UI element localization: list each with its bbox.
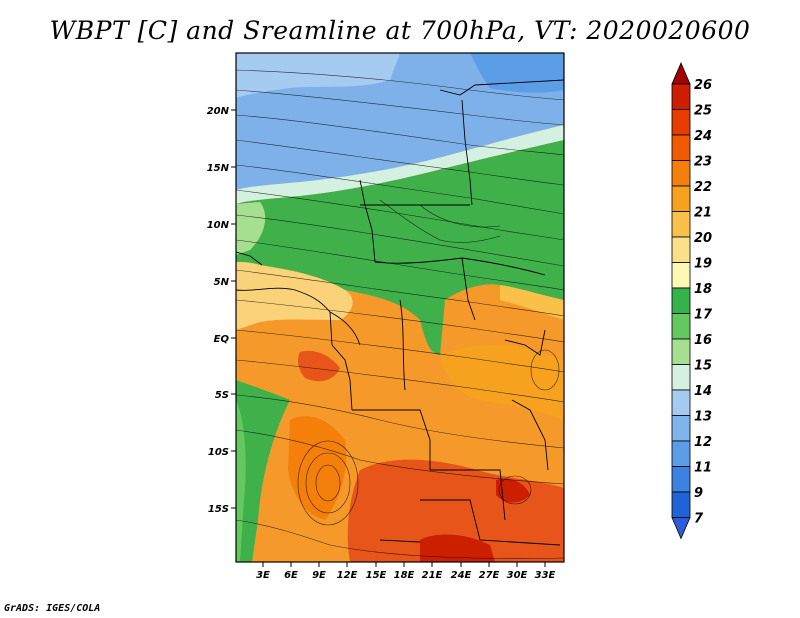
- colorbar-segment: [671, 160, 691, 187]
- colorbar-level-label: 12: [694, 435, 712, 450]
- lon-label: 27E: [479, 570, 500, 581]
- colorbar-level-label: 7: [694, 512, 704, 527]
- colorbar-segment: [671, 415, 691, 442]
- lat-label: 5N: [214, 277, 230, 288]
- colorbar-level-label: 18: [694, 282, 712, 297]
- lat-label: 15N: [207, 163, 230, 174]
- colorbar-level-label: 24: [694, 129, 712, 144]
- colorbar-level-label: 23: [694, 155, 712, 170]
- colorbar-segment: [671, 338, 691, 365]
- colorbar-segment: [671, 109, 691, 136]
- lon-label: 33E: [535, 570, 556, 581]
- lon-label: 24E: [451, 570, 472, 581]
- lat-label: EQ: [214, 334, 230, 345]
- wbpt-field: [236, 53, 564, 562]
- lon-label: 15E: [366, 570, 387, 581]
- colorbar-segment: [671, 389, 691, 416]
- lat-ticks: [231, 109, 236, 509]
- colorbar-segment: [671, 287, 691, 314]
- colorbar-level-label: 15: [694, 359, 712, 374]
- colorbar-segment: [671, 440, 691, 467]
- colorbar-segment: [671, 185, 691, 212]
- lat-label: 15S: [208, 504, 229, 515]
- lon-label: 6E: [284, 570, 298, 581]
- colorbar-segment: [671, 83, 691, 110]
- colorbar-level-label: 13: [694, 410, 712, 425]
- colorbar-level-label: 16: [694, 333, 712, 348]
- colorbar: [671, 61, 691, 540]
- lat-label: 10N: [207, 220, 230, 231]
- colorbar-level-label: 14: [694, 384, 712, 399]
- lon-label: 12E: [337, 570, 358, 581]
- streamlines: [236, 69, 564, 559]
- colorbar-level-label: 11: [694, 461, 712, 476]
- map-title: WBPT [C] and Sreamline at 700hPa, VT: 20…: [49, 16, 751, 45]
- lat-label: 5S: [215, 390, 229, 401]
- country-borders: [236, 79, 564, 546]
- lon-label: 30E: [507, 570, 528, 581]
- lon-label: 18E: [394, 570, 415, 581]
- colorbar-segment: [671, 134, 691, 161]
- colorbar-labels: 26 25 24 23 22 21 20 19 18 17 16 15 14 13 12 11 9 7: [694, 78, 713, 527]
- colorbar-level-label: 9: [694, 486, 703, 501]
- colorbar-arrow-top: [671, 61, 691, 85]
- colorbar-level-label: 26: [694, 78, 712, 93]
- colorbar-segment: [671, 211, 691, 238]
- colorbar-level-label: 19: [694, 257, 712, 272]
- colorbar-segment: [671, 313, 691, 340]
- map-frame: [235, 52, 565, 563]
- colorbar-segment: [671, 491, 691, 518]
- colorbar-segment: [671, 236, 691, 263]
- lon-ticks: [262, 562, 546, 567]
- colorbar-level-label: 17: [694, 308, 713, 323]
- lat-label: 20N: [207, 106, 230, 117]
- colorbar-level-label: 20: [694, 231, 712, 246]
- colorbar-level-label: 22: [694, 180, 712, 195]
- colorbar-segment: [671, 262, 691, 289]
- lon-label: 9E: [312, 570, 326, 581]
- footer-credit: GrADS: IGES/COLA: [4, 603, 101, 614]
- colorbar-level-label: 25: [694, 104, 712, 119]
- lon-label: 21E: [422, 570, 443, 581]
- lat-label: 10S: [208, 447, 229, 458]
- colorbar-segment: [671, 364, 691, 391]
- colorbar-level-label: 21: [694, 206, 712, 221]
- colorbar-arrow-bottom: [671, 517, 691, 540]
- colorbar-segment: [671, 466, 691, 493]
- lon-label: 3E: [256, 570, 270, 581]
